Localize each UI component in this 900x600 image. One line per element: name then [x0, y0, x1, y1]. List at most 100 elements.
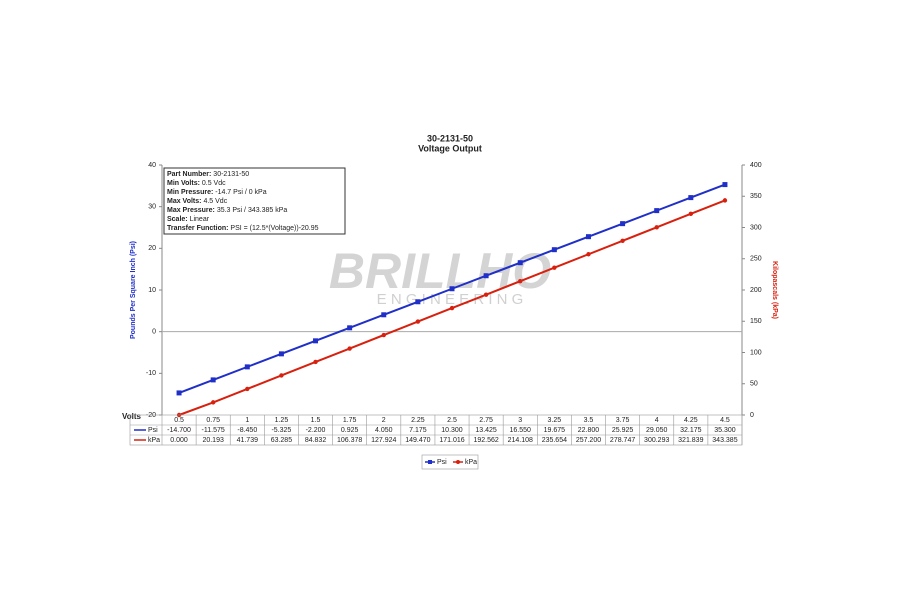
- table-value: 32.175: [680, 427, 702, 434]
- data-point: [381, 312, 387, 318]
- y2-tick-label: 100: [750, 349, 762, 356]
- table-value: 127.924: [371, 437, 396, 444]
- y2-tick-label: 250: [750, 256, 762, 263]
- data-point: [381, 332, 386, 338]
- table-value: 20.193: [202, 437, 224, 444]
- info-text: 30-2131-50: [213, 171, 249, 178]
- info-label: Min Pressure:: [167, 189, 213, 196]
- data-point: [518, 278, 523, 284]
- table-value: 35.300: [714, 427, 736, 434]
- table-value: 343.385: [712, 437, 737, 444]
- info-line: Max Volts: 4.5 Vdc: [167, 198, 228, 205]
- x-tick-label: 1.5: [311, 417, 321, 424]
- x-axis-label: Volts: [122, 412, 142, 421]
- info-label: Min Volts:: [167, 180, 200, 187]
- y-tick-label: 20: [148, 245, 156, 252]
- table-value: 321.839: [678, 437, 703, 444]
- data-point: [552, 265, 557, 270]
- table-value: -8.450: [237, 427, 257, 434]
- y2-tick-label: 300: [750, 224, 762, 231]
- info-line: Min Pressure: -14.7 Psi / 0 kPa: [167, 189, 267, 196]
- x-tick-label: 1.75: [343, 417, 357, 424]
- table-value: 22.800: [578, 427, 600, 434]
- data-point: [483, 292, 489, 297]
- x-tick-label: 3.5: [584, 417, 594, 424]
- y-tick-label: -10: [146, 370, 156, 377]
- info-label: Scale:: [167, 216, 188, 223]
- info-text: -14.7 Psi / 0 kPa: [215, 189, 266, 196]
- data-point: [176, 390, 182, 396]
- info-line: Scale: Linear: [167, 216, 210, 223]
- table-value: 192.562: [473, 437, 498, 444]
- x-tick-label: 3.75: [616, 417, 630, 424]
- y-axis-label: Pounds Per Square Inch (Psi): [130, 241, 137, 339]
- info-text: 35.3 Psi / 343.385 kPa: [217, 207, 288, 214]
- y2-tick-label: 200: [750, 287, 762, 294]
- table-value: 257.200: [576, 437, 601, 444]
- y-tick-label: 40: [148, 162, 156, 169]
- x-tick-label: 1.25: [275, 417, 289, 424]
- y2-tick-label: 150: [750, 318, 762, 325]
- table-value: 0.000: [170, 437, 188, 444]
- table-value: 4.050: [375, 427, 393, 434]
- data-point: [415, 299, 421, 305]
- table-series-name: kPa: [148, 437, 160, 444]
- info-line: Part Number: 30-2131-50: [167, 171, 249, 178]
- x-tick-label: 4: [655, 417, 659, 424]
- watermark-tagline: E N G I N E E R I N G: [377, 291, 524, 308]
- info-label: Transfer Function:: [167, 225, 228, 232]
- data-point: [688, 211, 694, 217]
- x-tick-label: 2: [382, 417, 386, 424]
- table-value: 25.925: [612, 427, 634, 434]
- y2-tick-label: 400: [750, 162, 762, 169]
- info-label: Max Pressure:: [167, 207, 215, 214]
- data-point: [210, 400, 216, 405]
- x-tick-label: 2.5: [447, 417, 457, 424]
- x-tick-label: 0.5: [174, 417, 184, 424]
- y2-tick-label: 350: [750, 193, 762, 200]
- info-text: Linear: [190, 216, 210, 223]
- data-point: [313, 338, 319, 344]
- table-value: 16.550: [510, 427, 532, 434]
- x-tick-label: 4.25: [684, 417, 698, 424]
- table-value: 13.425: [475, 427, 497, 434]
- x-tick-label: 0.75: [206, 417, 220, 424]
- table-value: 149.470: [405, 437, 430, 444]
- data-point: [347, 325, 353, 331]
- data-point: [210, 377, 216, 383]
- x-tick-label: 3: [518, 417, 522, 424]
- table-value: 10.300: [441, 427, 463, 434]
- info-text: PSI = (12.5*(Voltage))-20.95: [230, 225, 318, 232]
- info-label: Part Number:: [167, 171, 211, 178]
- table-value: 63.285: [271, 437, 293, 444]
- data-point: [278, 351, 284, 357]
- table-series-name: Psi: [148, 427, 158, 434]
- x-tick-label: 1: [245, 417, 249, 424]
- y-tick-label: 30: [148, 204, 156, 211]
- table-value: 7.175: [409, 427, 427, 434]
- watermark-brand: BRILLHO: [329, 243, 551, 299]
- data-point: [585, 234, 591, 240]
- data-point: [722, 198, 728, 203]
- data-point: [244, 364, 250, 370]
- table-value: 41.739: [237, 437, 259, 444]
- table-value: 84.832: [305, 437, 327, 444]
- info-box: [163, 167, 346, 235]
- data-point: [483, 273, 489, 279]
- table-value: 171.016: [439, 437, 464, 444]
- x-tick-label: 2.75: [479, 417, 493, 424]
- info-text: 4.5 Vdc: [203, 198, 227, 205]
- table-value: -11.575: [202, 427, 225, 434]
- table-value: 106.378: [337, 437, 362, 444]
- data-point: [313, 359, 318, 365]
- y2-axis-label: Kilopascals (kPa): [771, 261, 778, 319]
- chart-subtitle: Voltage Output: [418, 143, 482, 153]
- data-point: [688, 195, 694, 201]
- legend-label: kPa: [465, 459, 477, 466]
- info-line: Max Pressure: 35.3 Psi / 343.385 kPa: [167, 207, 287, 214]
- y-tick-label: 10: [148, 287, 156, 294]
- data-point: [449, 286, 455, 292]
- y-tick-label: -20: [146, 412, 156, 419]
- legend-label: Psi: [437, 459, 447, 466]
